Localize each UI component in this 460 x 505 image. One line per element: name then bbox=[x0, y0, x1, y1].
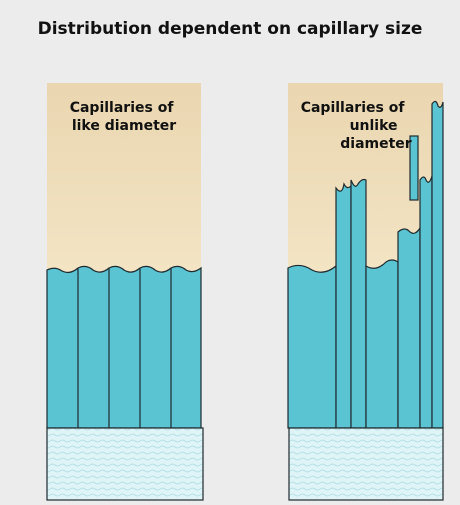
panel-unlike: Capillaries of unlike diameter bbox=[288, 83, 443, 500]
label-line: Capillaries of bbox=[70, 100, 175, 116]
reservoir bbox=[289, 428, 443, 500]
water bbox=[288, 265, 336, 428]
label-line: like diameter bbox=[72, 118, 176, 134]
label-line: unlike bbox=[350, 118, 398, 134]
tube bbox=[351, 180, 366, 429]
reservoir bbox=[47, 428, 203, 500]
tube bbox=[398, 228, 420, 428]
panel-like: Capillaries of like diameter bbox=[47, 83, 203, 500]
water bbox=[47, 266, 201, 428]
label-line: Capillaries of bbox=[301, 100, 406, 116]
diagram: Distribution dependent on capillary size… bbox=[0, 0, 460, 505]
tube bbox=[336, 184, 351, 428]
tube bbox=[432, 101, 443, 428]
tube bbox=[420, 176, 432, 428]
label-line: diameter bbox=[340, 136, 412, 152]
tube bbox=[366, 260, 398, 428]
title: Distribution dependent on capillary size bbox=[38, 19, 423, 39]
